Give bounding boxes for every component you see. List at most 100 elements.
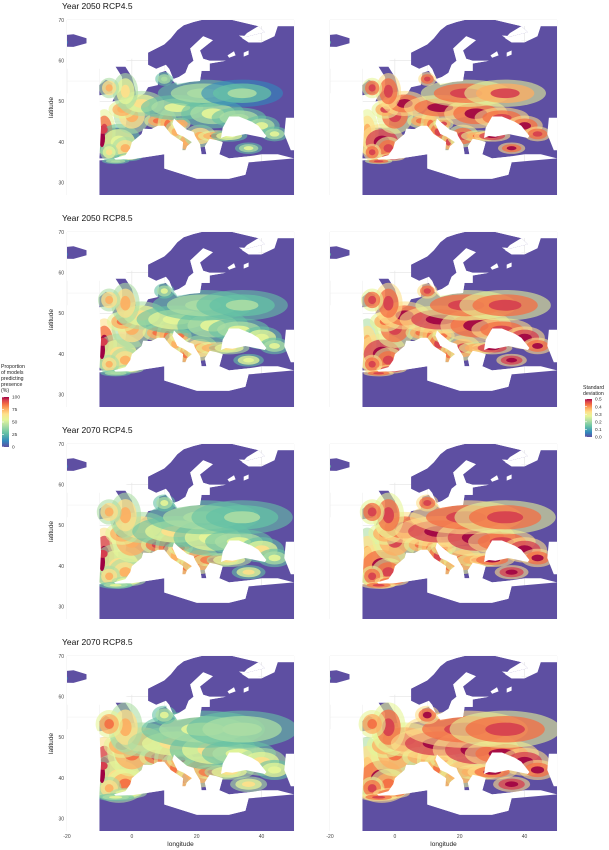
heat-core bbox=[269, 342, 280, 349]
sd-tick-label: 0.3 bbox=[595, 412, 602, 418]
y-axis-label: latitude bbox=[48, 521, 55, 542]
row-title-1: Year 2050 RCP4.5 bbox=[62, 1, 133, 11]
iceland bbox=[67, 670, 87, 683]
heat-core bbox=[422, 711, 432, 719]
y-tick-label: 70 bbox=[58, 442, 64, 448]
heat-core bbox=[120, 295, 131, 311]
map-layer bbox=[67, 444, 294, 619]
heat-core bbox=[487, 511, 524, 524]
x-axis: -20 0 20 40 longitude bbox=[63, 834, 264, 848]
sea-6 bbox=[227, 475, 236, 482]
iceland bbox=[330, 670, 350, 683]
map-panel-4-2: -20 0 20 40 longitude bbox=[326, 655, 558, 848]
sea-1 bbox=[221, 116, 267, 138]
sea-2 bbox=[284, 753, 294, 787]
map-layer bbox=[67, 232, 294, 407]
presence-legend-title-4: presence bbox=[1, 382, 22, 388]
sea-2 bbox=[547, 541, 557, 575]
sd-tick-label: 0.4 bbox=[595, 404, 602, 410]
heat-core bbox=[504, 781, 519, 787]
sea-8 bbox=[330, 305, 365, 407]
sea-2 bbox=[547, 117, 557, 151]
y-axis: 30 40 50 60 70 latitude bbox=[48, 18, 64, 187]
heat-core bbox=[105, 572, 114, 581]
heat-core bbox=[383, 295, 394, 311]
heat-core bbox=[382, 355, 394, 365]
heat-core bbox=[367, 507, 377, 517]
heat-core bbox=[222, 722, 262, 736]
heat-core bbox=[109, 795, 123, 799]
land-part-3 bbox=[99, 366, 294, 407]
x-tick-label: 20 bbox=[194, 834, 200, 840]
presence-legend-title-5: (%) bbox=[1, 388, 9, 394]
y-tick-label: 70 bbox=[58, 654, 64, 660]
y-tick-label: 70 bbox=[58, 18, 64, 24]
x-axis-label: longitude bbox=[167, 841, 194, 848]
heat-core bbox=[372, 795, 386, 799]
sd-legend-ticks: 0.0 0.10.2 0.3 0.40.5 bbox=[585, 397, 602, 441]
sea-5 bbox=[506, 474, 512, 481]
iceland bbox=[330, 246, 350, 259]
sea-3 bbox=[428, 248, 489, 296]
sea-0 bbox=[377, 330, 512, 391]
y-tick-label: 60 bbox=[58, 58, 64, 64]
presence-legend: Proportion of models predicting presence… bbox=[1, 364, 25, 451]
x-tick-label: 0 bbox=[393, 834, 396, 840]
heat-core bbox=[383, 84, 393, 98]
heat-core bbox=[104, 507, 114, 517]
habitat-heat bbox=[353, 492, 556, 589]
heat-core bbox=[382, 567, 395, 578]
presence-legend-ticks: 0 25 50 75 100 bbox=[2, 395, 20, 451]
land-part-3 bbox=[99, 154, 294, 195]
sea-5 bbox=[506, 686, 512, 693]
y-tick-label: 40 bbox=[58, 564, 64, 570]
iceland-patch bbox=[330, 464, 331, 469]
heat-core bbox=[506, 357, 518, 363]
sea-1 bbox=[221, 328, 267, 350]
sea-2 bbox=[547, 329, 557, 363]
heat-core bbox=[423, 499, 432, 507]
sea-8 bbox=[330, 93, 365, 195]
sea-1 bbox=[484, 540, 530, 562]
heat-core bbox=[110, 160, 121, 163]
y-tick-label: 30 bbox=[58, 817, 64, 823]
sea-0 bbox=[377, 542, 512, 603]
heat-core bbox=[104, 718, 115, 729]
map-layer bbox=[67, 20, 294, 195]
iceland bbox=[67, 458, 87, 471]
sea-7 bbox=[67, 20, 294, 69]
land-part-3 bbox=[362, 578, 557, 619]
sea-1 bbox=[221, 540, 267, 562]
sea-8 bbox=[67, 305, 101, 407]
sea-4 bbox=[238, 26, 265, 43]
sea-4 bbox=[238, 662, 265, 679]
sea-3 bbox=[428, 672, 489, 720]
heat-core bbox=[110, 372, 122, 375]
y-tick-label: 40 bbox=[58, 776, 64, 782]
heat-core bbox=[269, 131, 280, 137]
sea-8 bbox=[67, 517, 101, 619]
x-tick-label: 20 bbox=[457, 834, 463, 840]
iceland-patch bbox=[67, 464, 68, 469]
presence-tick-label: 75 bbox=[12, 407, 18, 413]
heat-core bbox=[160, 499, 169, 507]
y-tick-label: 30 bbox=[58, 393, 64, 399]
heat-core bbox=[382, 507, 395, 524]
heat-core bbox=[161, 76, 168, 82]
heat-core bbox=[119, 507, 132, 524]
y-axis: 30 40 50 60 70 latitude bbox=[48, 230, 64, 399]
y-tick-label: 50 bbox=[58, 735, 64, 741]
iceland bbox=[330, 458, 350, 471]
y-tick-label: 30 bbox=[58, 605, 64, 611]
sea-1 bbox=[221, 752, 267, 774]
presence-tick-label: 25 bbox=[12, 432, 18, 438]
iceland bbox=[67, 34, 87, 47]
sea-7 bbox=[330, 656, 557, 705]
sea-2 bbox=[284, 329, 294, 363]
heat-core bbox=[372, 583, 385, 587]
sea-7 bbox=[330, 20, 557, 69]
y-tick-label: 60 bbox=[58, 694, 64, 700]
map-panel-2-2 bbox=[329, 231, 558, 407]
sea-3 bbox=[165, 672, 226, 720]
map-panel-1-2 bbox=[329, 19, 558, 195]
